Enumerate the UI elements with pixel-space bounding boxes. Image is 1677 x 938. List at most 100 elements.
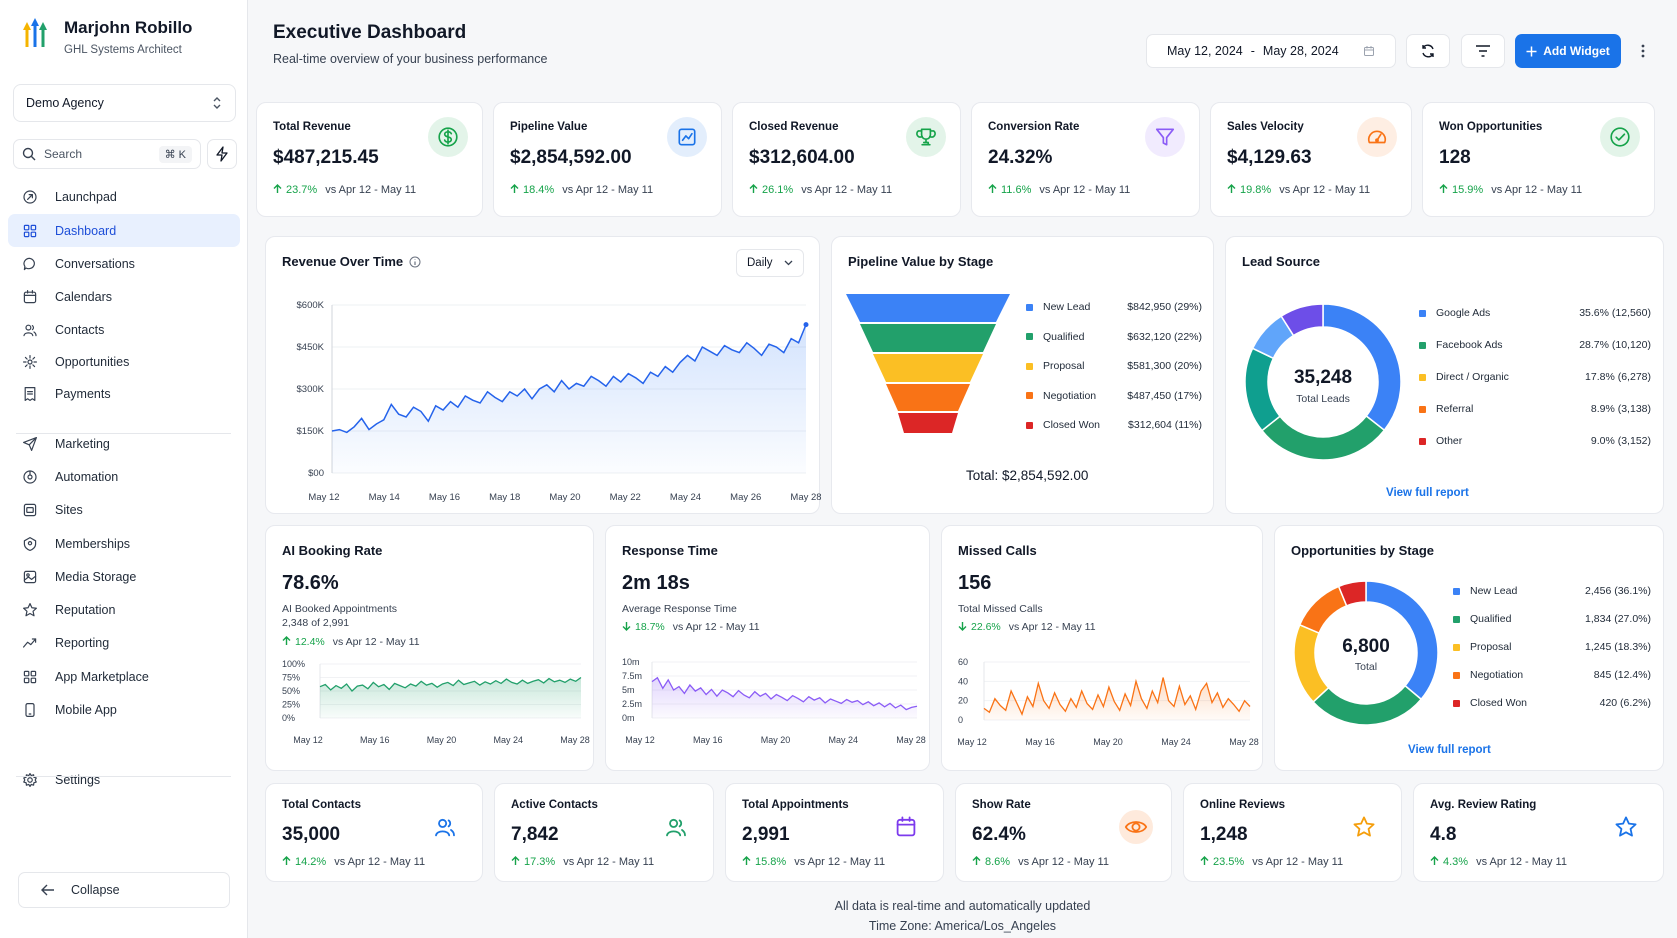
legend-label: Proposal xyxy=(1043,360,1085,372)
funnel-stage-negotiation[interactable] xyxy=(886,384,970,411)
legend-swatch xyxy=(1026,333,1033,340)
kpi-card-conversion-rate: Conversion Rate 24.32% 11.6% vs Apr 12 - Ma… xyxy=(971,102,1200,217)
funnel-legend-item: New Lead $842,950 (29%) xyxy=(1026,301,1202,313)
kpi-delta: 15.9% xyxy=(1452,184,1484,196)
lead-slice-direct-organic[interactable] xyxy=(1244,347,1282,432)
sidebar-item-media-storage[interactable]: Media Storage xyxy=(8,560,240,593)
x-tick-label: May 28 xyxy=(790,492,821,503)
kpi-label: Closed Revenue xyxy=(749,121,839,133)
funnel-stage-proposal[interactable] xyxy=(873,354,983,382)
kpi-value: 7,842 xyxy=(511,824,559,845)
collapse-button[interactable]: Collapse xyxy=(18,872,230,908)
refresh-button[interactable] xyxy=(1406,34,1450,68)
funnel-stage-qualified[interactable] xyxy=(860,324,996,352)
arrow-up-icon xyxy=(273,184,282,193)
y-tick-label: 0m xyxy=(622,713,635,723)
speedometer-icon xyxy=(1367,130,1387,144)
opp-slice-qualified[interactable] xyxy=(1312,684,1423,726)
lead-total-value: 35,248 xyxy=(1293,367,1353,388)
mini-card-ai-booking-rate: AI Booking Rate 78.6% AI Booked Appointmen… xyxy=(265,525,594,771)
sidebar-item-sites[interactable]: Sites xyxy=(8,493,240,526)
x-tick-label: May 24 xyxy=(670,492,701,503)
kpi-value: $4,129.63 xyxy=(1227,147,1312,168)
x-tick-label: May 14 xyxy=(369,492,400,503)
kpi-value: 35,000 xyxy=(282,824,341,845)
kpi-compare: vs Apr 12 - May 11 xyxy=(801,184,893,196)
info-icon[interactable] xyxy=(409,256,421,268)
sidebar-item-reputation[interactable]: Reputation xyxy=(8,593,240,626)
sidebar-item-dashboard[interactable]: Dashboard xyxy=(8,214,240,247)
plus-icon xyxy=(1526,46,1537,56)
mini-line xyxy=(983,677,1251,717)
mini-card-value: 78.6% xyxy=(282,572,339,594)
star-icon xyxy=(1615,816,1637,837)
opportunities-card: Opportunities by Stage 6,800 Total View … xyxy=(1274,525,1664,771)
kpi-icon-wrap xyxy=(1611,812,1641,842)
lead-source-report-link[interactable]: View full report xyxy=(1386,487,1469,499)
opp-slice-closed-won[interactable] xyxy=(1337,580,1367,607)
legend-swatch xyxy=(1026,303,1033,311)
sidebar-item-settings[interactable]: Settings xyxy=(8,763,240,796)
arrow-up-icon xyxy=(1430,856,1439,865)
sidebar-item-label: Automation xyxy=(55,469,119,484)
agency-selector[interactable]: Demo Agency xyxy=(13,84,236,122)
funnel-stage-closed-won[interactable] xyxy=(898,413,958,433)
mini-card-title: AI Booking Rate xyxy=(282,543,383,558)
sidebar-item-contacts[interactable]: Contacts xyxy=(8,313,240,346)
y-tick-label: 0% xyxy=(282,713,295,723)
legend-label: Closed Won xyxy=(1043,419,1101,431)
mini-delta: 12.4% xyxy=(295,636,325,648)
brand: Marjohn Robillo GHL Systems Architect xyxy=(20,16,192,56)
x-tick-label: May 26 xyxy=(730,492,761,503)
kpi-delta: 8.6% xyxy=(985,856,1011,868)
sidebar-item-launchpad[interactable]: Launchpad xyxy=(8,180,240,213)
mini-compare: vs Apr 12 - May 11 xyxy=(1008,621,1096,633)
kpi-icon-badge xyxy=(906,117,946,157)
kpi-delta: 17.3% xyxy=(524,856,556,868)
sidebar-item-reporting[interactable]: Reporting xyxy=(8,626,240,659)
lead-slice-other[interactable] xyxy=(1280,303,1324,337)
legend-label: Qualified xyxy=(1043,330,1085,343)
add-widget-button[interactable]: Add Widget xyxy=(1515,34,1621,68)
lead-slice-facebook-ads[interactable] xyxy=(1260,414,1386,461)
y-tick-label: $150K xyxy=(297,426,325,437)
sidebar-item-app-marketplace[interactable]: App Marketplace xyxy=(8,660,240,693)
opp-slice-negotiation[interactable] xyxy=(1298,585,1348,635)
sidebar-item-conversations[interactable]: Conversations xyxy=(8,247,240,280)
more-menu-button[interactable] xyxy=(1636,37,1650,65)
date-range-picker[interactable]: May 12, 2024 - May 28, 2024 xyxy=(1146,34,1396,68)
quick-action-button[interactable] xyxy=(207,139,237,169)
legend-label: Negotiation xyxy=(1470,669,1524,681)
opportunities-report-link[interactable]: View full report xyxy=(1408,744,1491,756)
sidebar-item-calendars[interactable]: Calendars xyxy=(8,280,240,313)
sidebar-item-automation[interactable]: Automation xyxy=(8,460,240,493)
sidebar-item-label: Launchpad xyxy=(55,189,117,204)
kpi-value: 4.8 xyxy=(1430,824,1457,845)
sidebar-item-payments[interactable]: Payments xyxy=(8,377,240,410)
sidebar-item-marketing[interactable]: Marketing xyxy=(8,427,240,460)
x-tick-label: May 24 xyxy=(1161,737,1191,747)
filter-button[interactable] xyxy=(1461,34,1505,68)
kpi-delta: 18.4% xyxy=(523,184,555,196)
sidebar-item-mobile-app[interactable]: Mobile App xyxy=(8,693,240,726)
footer-line-1: All data is real-time and automatically … xyxy=(834,899,1091,913)
search-input[interactable]: Search ⌘ K xyxy=(13,139,201,169)
sidebar-item-label: Sites xyxy=(55,502,83,517)
sidebar-item-label: Marketing xyxy=(55,436,110,451)
funnel-stage-new-lead[interactable] xyxy=(846,294,1010,322)
legend-label: Direct / Organic xyxy=(1436,371,1509,383)
kpi-label: Sales Velocity xyxy=(1227,121,1304,133)
x-tick-label: May 16 xyxy=(429,492,460,503)
mini-card-value: 2m 18s xyxy=(622,572,690,594)
bottom-kpi-avg-review-rating: Avg. Review Rating 4.8 4.3% vs Apr 12 - May… xyxy=(1413,783,1664,882)
kpi-value: $312,604.00 xyxy=(749,147,855,168)
mini-line-chart: 60 40 20 0 May 12 May 16 May 20 May 24 May 28 xyxy=(957,657,1259,747)
y-tick-label: 7.5m xyxy=(622,671,642,681)
kpi-card-total-revenue: Total Revenue $487,215.45 23.7% vs Apr 12 -… xyxy=(256,102,483,217)
revenue-chart-title: Revenue Over Time xyxy=(282,254,404,269)
granularity-select[interactable]: Daily xyxy=(736,249,804,277)
sidebar-item-opportunities[interactable]: Opportunities xyxy=(8,345,240,378)
funnel-legend-item: Negotiation $487,450 (17%) xyxy=(1026,390,1202,402)
sidebar-item-memberships[interactable]: Memberships xyxy=(8,527,240,560)
kpi-delta-row: 14.2% vs Apr 12 - May 11 xyxy=(282,856,425,868)
